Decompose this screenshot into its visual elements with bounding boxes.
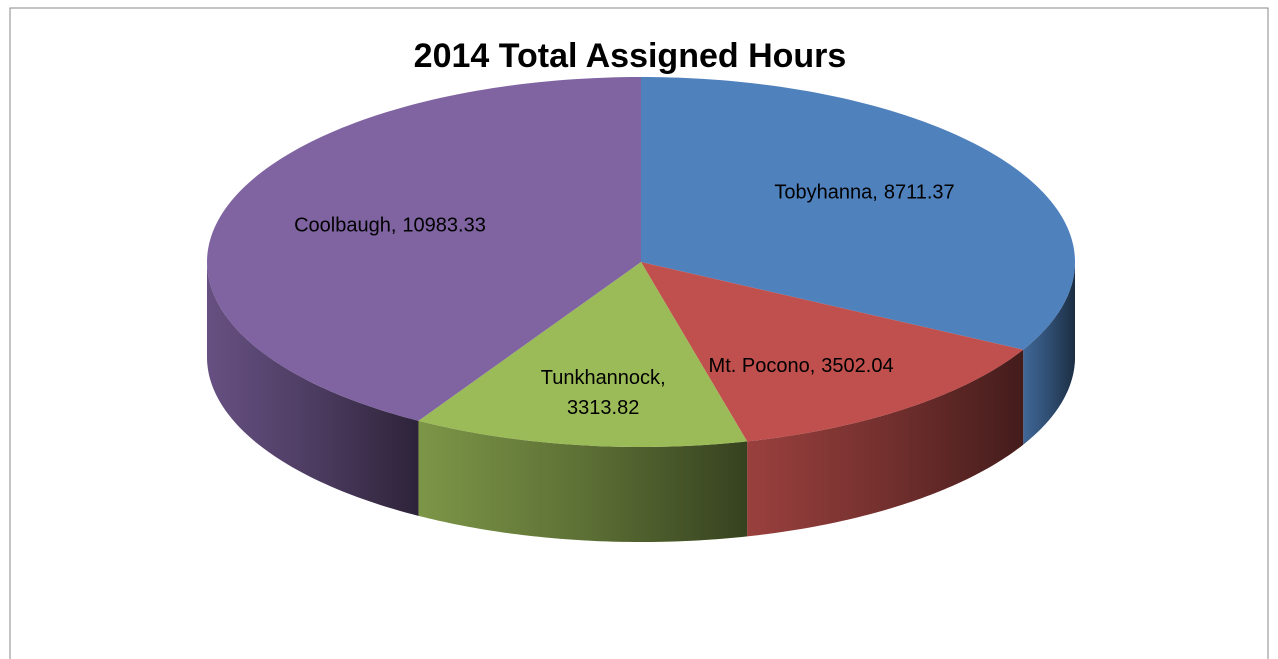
data-label: Mt. Pocono, 3502.04	[709, 355, 894, 377]
data-label-value: 3313.82	[567, 397, 639, 419]
data-label-category: Tobyhanna	[774, 182, 873, 204]
slice	[207, 77, 641, 421]
data-label-category: Tunkhannock	[541, 367, 661, 389]
data-label: Coolbaugh, 10983.33	[294, 215, 486, 237]
walls	[207, 262, 1075, 542]
slice-wall-shade	[747, 349, 1024, 537]
data-label-value: 8711.37	[884, 182, 955, 204]
data-label-value: 10983.33	[402, 215, 485, 237]
slices	[207, 77, 1075, 447]
data-label-value: 3502.04	[821, 355, 893, 377]
data-label-separator: ,	[391, 215, 397, 237]
data-label-category: Coolbaugh	[294, 215, 391, 237]
slice	[641, 77, 1075, 350]
data-label-separator: ,	[872, 182, 878, 204]
slice-wall-shade	[207, 262, 419, 516]
data-label: Tunkhannock, 3313.82	[541, 367, 666, 419]
data-label: Tobyhanna, 8711.37	[774, 182, 954, 204]
slice-wall-shade	[418, 420, 748, 542]
data-label-category: Mt. Pocono	[709, 355, 810, 377]
slice	[418, 262, 748, 447]
slice	[641, 262, 1024, 442]
data-label-separator: ,	[660, 367, 666, 389]
data-label-separator: ,	[810, 355, 816, 377]
chart-frame	[9, 7, 1269, 659]
slice-wall-shade	[1023, 262, 1075, 445]
chart-title: 2014 Total Assigned Hours	[414, 37, 847, 75]
